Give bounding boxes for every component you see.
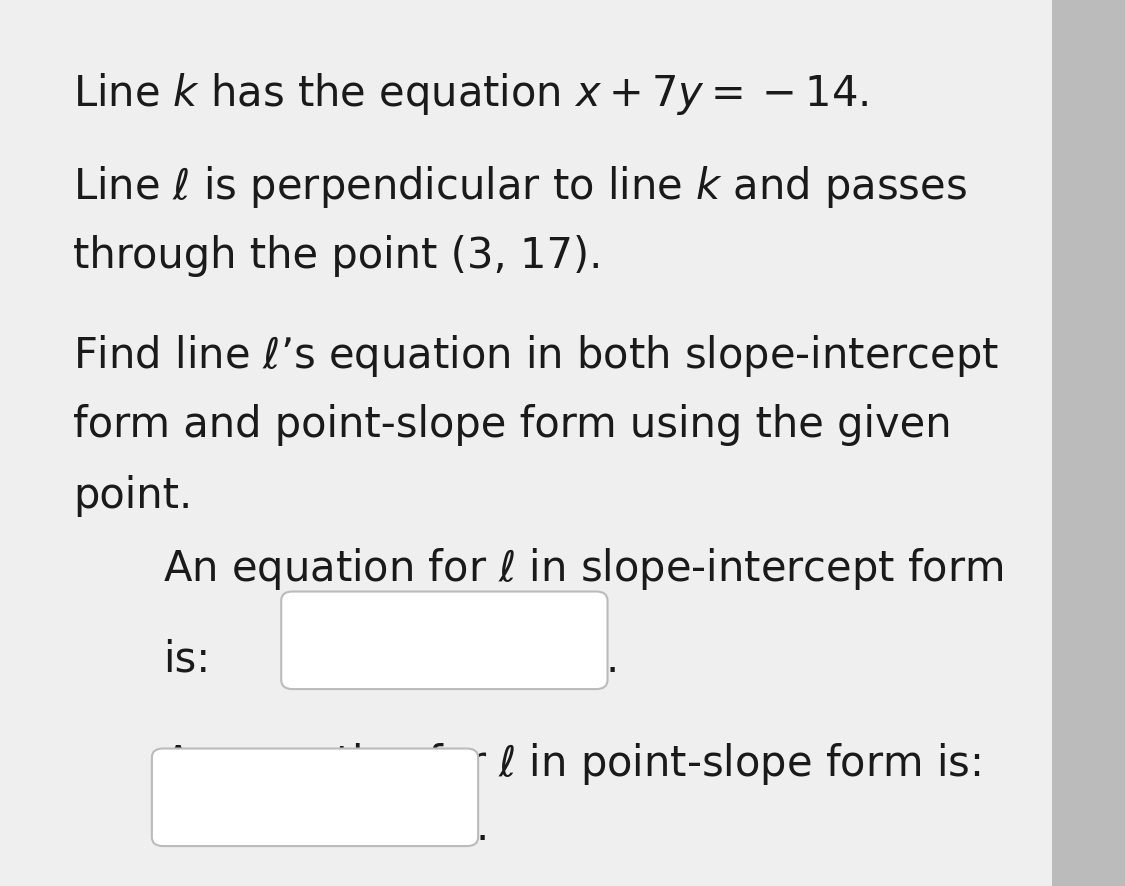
Text: Find line $\ell$’s equation in both slope-intercept: Find line $\ell$’s equation in both slop…	[73, 332, 999, 378]
Text: form and point-slope form using the given: form and point-slope form using the give…	[73, 403, 952, 445]
Text: point.: point.	[73, 474, 192, 516]
FancyBboxPatch shape	[281, 592, 608, 689]
Text: An equation for $\ell$ in point-slope form is:: An equation for $\ell$ in point-slope fo…	[163, 740, 981, 786]
Text: An equation for $\ell$ in slope-intercept form: An equation for $\ell$ in slope-intercep…	[163, 545, 1004, 591]
Text: Line $k$ has the equation $x + 7y = -14$.: Line $k$ has the equation $x + 7y = -14$…	[73, 71, 869, 117]
Text: Line $\ell$ is perpendicular to line $k$ and passes: Line $\ell$ is perpendicular to line $k$…	[73, 164, 967, 210]
FancyBboxPatch shape	[1052, 0, 1125, 886]
Text: .: .	[605, 638, 619, 680]
Text: through the point (3, 17).: through the point (3, 17).	[73, 235, 603, 276]
FancyBboxPatch shape	[152, 749, 478, 846]
Text: is:: is:	[163, 638, 210, 680]
Text: .: .	[476, 806, 489, 848]
